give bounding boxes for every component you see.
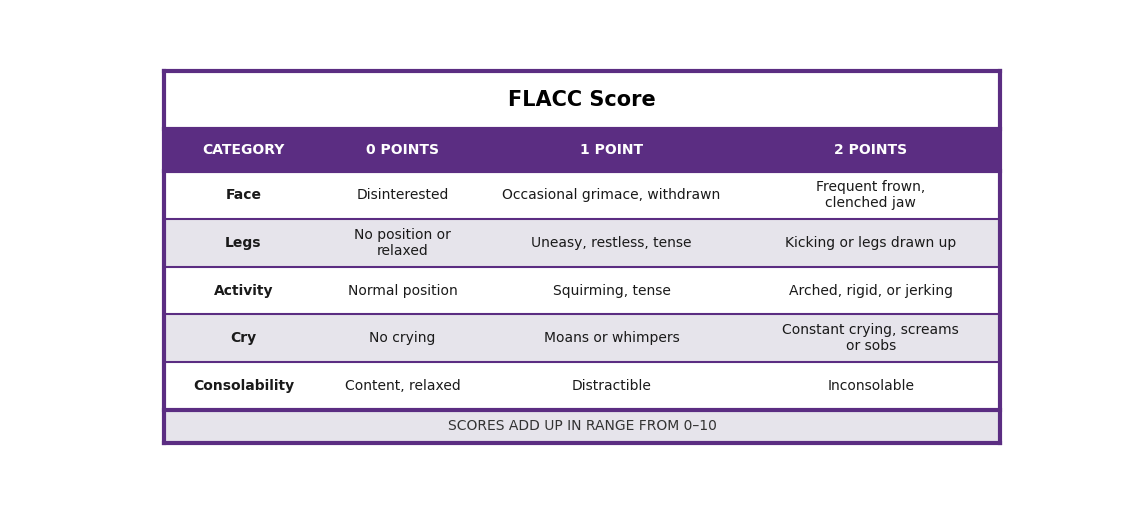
Bar [164, 172, 1001, 219]
Text: Distractible: Distractible [571, 379, 651, 393]
Text: No position or
relaxed: No position or relaxed [354, 228, 451, 258]
Text: Disinterested: Disinterested [357, 188, 449, 202]
Text: FLACC Score: FLACC Score [508, 90, 657, 110]
Bar [164, 267, 1001, 315]
Bar [164, 129, 1001, 172]
Text: Squirming, tense: Squirming, tense [552, 284, 670, 298]
Text: Normal position: Normal position [348, 284, 458, 298]
Text: Constant crying, screams
or sobs: Constant crying, screams or sobs [783, 323, 959, 353]
Text: Moans or whimpers: Moans or whimpers [544, 331, 679, 345]
Text: 2 POINTS: 2 POINTS [834, 143, 908, 157]
Text: Legs: Legs [225, 236, 261, 250]
Bar [164, 315, 1001, 362]
Text: Inconsolable: Inconsolable [827, 379, 914, 393]
Text: Frequent frown,
clenched jaw: Frequent frown, clenched jaw [816, 180, 926, 210]
Text: 0 POINTS: 0 POINTS [366, 143, 438, 157]
Bar [164, 219, 1001, 267]
Bar [164, 71, 1001, 129]
Text: Uneasy, restless, tense: Uneasy, restless, tense [532, 236, 692, 250]
Text: Occasional grimace, withdrawn: Occasional grimace, withdrawn [502, 188, 720, 202]
Text: CATEGORY: CATEGORY [202, 143, 285, 157]
Bar [164, 410, 1001, 443]
Text: Face: Face [225, 188, 261, 202]
Text: Cry: Cry [231, 331, 257, 345]
Text: Arched, rigid, or jerking: Arched, rigid, or jerking [788, 284, 953, 298]
Text: 1 POINT: 1 POINT [579, 143, 643, 157]
Text: SCORES ADD UP IN RANGE FROM 0–10: SCORES ADD UP IN RANGE FROM 0–10 [448, 419, 717, 434]
Text: Consolability: Consolability [193, 379, 294, 393]
Text: Kicking or legs drawn up: Kicking or legs drawn up [785, 236, 957, 250]
Text: Activity: Activity [214, 284, 274, 298]
Bar [164, 362, 1001, 410]
Text: Content, relaxed: Content, relaxed [344, 379, 460, 393]
Text: No crying: No crying [369, 331, 435, 345]
